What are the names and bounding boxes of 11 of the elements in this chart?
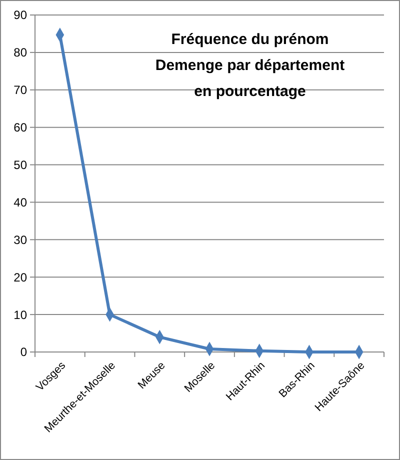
y-tick-label: 40 <box>14 195 28 210</box>
y-tick-label: 50 <box>14 158 28 172</box>
text: Fréquence du prénom Demenge par département en pourcentage <box>155 31 345 100</box>
y-tick-label: 70 <box>14 83 28 98</box>
y-tick-label: 90 <box>14 8 28 22</box>
y-tick-label: 30 <box>14 232 28 247</box>
y-tick-label: 60 <box>14 120 28 135</box>
y-tick-label: 20 <box>14 270 28 284</box>
y-tick-label: 80 <box>14 46 28 60</box>
y-tick-label: 10 <box>14 308 28 322</box>
y-tick-label: 0 <box>20 345 28 360</box>
